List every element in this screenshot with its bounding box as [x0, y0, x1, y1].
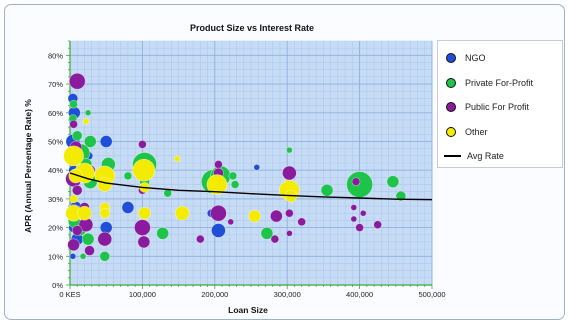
- bubble-private-for-profit: [228, 171, 238, 181]
- avg-rate-line: [69, 172, 433, 201]
- bubble-ngo: [211, 223, 226, 238]
- bubble-private-for-profit: [99, 250, 111, 262]
- bubble-ngo: [69, 252, 77, 260]
- bubble-public-for-profit: [97, 231, 113, 247]
- bubble-private-for-profit: [320, 183, 334, 197]
- bubble-private-for-profit: [83, 135, 97, 148]
- bubble-public-for-profit: [134, 219, 151, 236]
- bubble-public-for-profit: [297, 217, 306, 227]
- bubble-public-for-profit: [84, 245, 95, 256]
- bubble-ngo: [121, 201, 135, 214]
- y-tick-label: 50%: [48, 137, 63, 146]
- bubble-private-for-profit: [260, 227, 274, 240]
- bubble-public-for-profit: [270, 234, 280, 244]
- legend-item-ngo[interactable]: NGO: [446, 46, 562, 71]
- bubble-public-for-profit: [351, 177, 361, 186]
- bubble-private-for-profit: [79, 252, 87, 260]
- bubble-public-for-profit: [214, 160, 223, 169]
- bubble-other: [99, 207, 111, 219]
- bubble-other: [174, 205, 190, 221]
- bubble-ngo: [253, 164, 261, 171]
- bubble-public-for-profit: [373, 220, 383, 230]
- bubble-public-for-profit: [270, 209, 283, 223]
- bubble-private-for-profit: [84, 109, 92, 117]
- legend-item-other[interactable]: Other: [446, 120, 562, 145]
- bubble-private-for-profit: [71, 130, 83, 142]
- bubble-private-for-profit: [81, 232, 95, 246]
- bubble-other: [69, 194, 78, 204]
- plot-area: 0% 10% 20% 30% 40% 50% 60% 70% 80% 0 KES 100,000 20…: [48, 40, 446, 299]
- y-tick-label: 0%: [52, 281, 63, 290]
- legend-label-other: Other: [465, 126, 488, 137]
- y-axis-label: APR (Annual Percentage Rate) %: [23, 99, 33, 233]
- bubble-other: [138, 206, 151, 220]
- legend-label-private-for-profit: Private For-Profit: [465, 77, 534, 88]
- legend-label-ngo: NGO: [465, 53, 486, 64]
- legend-line-avg-rate: [444, 155, 461, 158]
- y-tick-label: 40%: [48, 166, 63, 175]
- x-tick-label: 0 KES: [59, 290, 80, 299]
- bubble-other: [248, 209, 261, 223]
- bubble-public-for-profit: [138, 140, 147, 149]
- bubble-public-for-profit: [67, 238, 80, 252]
- legend-item-public-for-profit[interactable]: Public For Profit: [446, 95, 562, 120]
- bubble-public-for-profit: [210, 204, 227, 222]
- bubble-private-for-profit: [286, 146, 293, 154]
- bubble-ngo: [99, 135, 113, 148]
- bubble-private-for-profit: [386, 175, 400, 188]
- bubble-private-for-profit: [230, 180, 240, 189]
- bubble-public-for-profit: [282, 165, 297, 181]
- x-tick-label: 100,000: [129, 290, 156, 299]
- bubble-public-for-profit: [285, 208, 294, 218]
- y-tick-label: 30%: [48, 195, 63, 204]
- y-tick-label: 10%: [48, 252, 63, 261]
- y-tick-label: 20%: [48, 224, 63, 233]
- y-tick-label: 60%: [48, 109, 63, 118]
- bubble-private-for-profit: [123, 171, 133, 181]
- legend-label-public-for-profit: Public For Profit: [465, 102, 530, 113]
- x-axis-label: Loan Size: [228, 305, 268, 315]
- bubble-private-for-profit: [346, 171, 373, 198]
- bubble-public-for-profit: [286, 230, 293, 237]
- legend-marker-public-for-profit: [446, 102, 456, 113]
- bubble-public-for-profit: [71, 225, 83, 236]
- bubble-public-for-profit: [69, 119, 78, 129]
- x-tick-label: 300,000: [274, 290, 301, 299]
- y-tick-label: 80%: [48, 51, 63, 60]
- bubble-public-for-profit: [355, 223, 364, 232]
- legend: NGO Private For-Profit Public For Profit…: [437, 40, 563, 168]
- bubble-other: [77, 205, 92, 221]
- bubble-other: [63, 145, 84, 167]
- bubble-ngo: [99, 221, 113, 234]
- bubble-other: [97, 177, 113, 192]
- bubble-public-for-profit: [71, 184, 83, 196]
- bubble-public-for-profit: [350, 204, 358, 211]
- x-tick-label: 500,000: [418, 290, 445, 299]
- bubble-other: [206, 174, 228, 195]
- bubble-public-for-profit: [350, 215, 358, 223]
- bubble-other: [82, 118, 90, 125]
- bubble-public-for-profit: [68, 72, 86, 90]
- x-tick-label: 200,000: [201, 290, 228, 299]
- legend-marker-other: [446, 126, 456, 137]
- bubble-public-for-profit: [227, 218, 235, 226]
- legend-item-avg-rate[interactable]: Avg Rate: [444, 144, 562, 169]
- chart-title: Product Size vs Interest Rate: [190, 23, 314, 33]
- bubble-public-for-profit: [137, 235, 151, 249]
- bubble-private-for-profit: [395, 190, 407, 202]
- legend-marker-ngo: [446, 53, 456, 64]
- bubble-private-for-profit: [156, 227, 169, 240]
- bubble-private-for-profit: [69, 99, 78, 109]
- y-tick-label: 70%: [48, 80, 63, 89]
- legend-marker-private-for-profit: [446, 77, 456, 88]
- bubble-other: [68, 168, 84, 184]
- bubble-public-for-profit: [196, 234, 205, 244]
- bubble-public-for-profit: [359, 209, 367, 217]
- bubble-other: [173, 155, 181, 162]
- legend-item-private-for-profit[interactable]: Private For-Profit: [446, 71, 562, 96]
- legend-label-avg-rate: Avg Rate: [467, 151, 504, 162]
- bubble-other: [132, 158, 156, 182]
- x-tick-label: 400,000: [346, 290, 373, 299]
